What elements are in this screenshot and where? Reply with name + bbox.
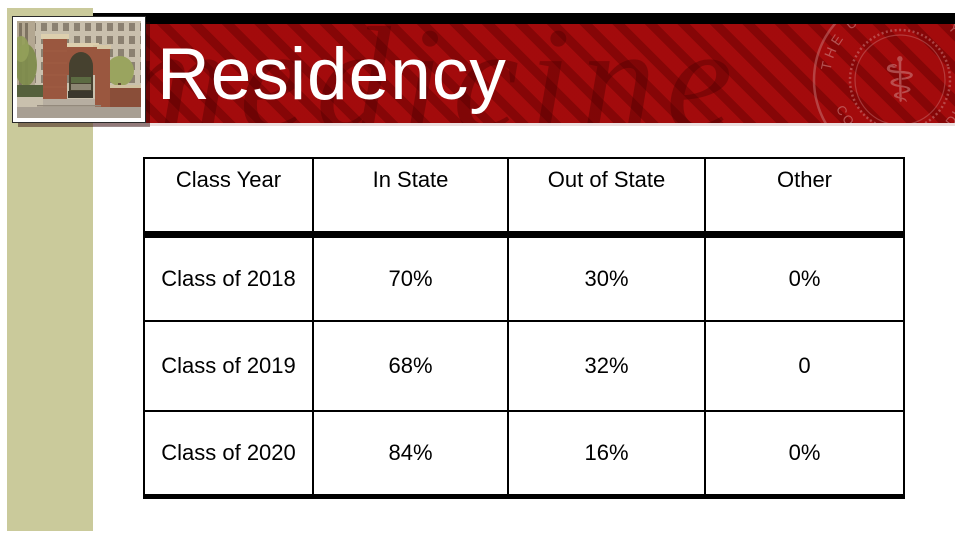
seal-outer-ring bbox=[812, 24, 955, 123]
table-cell: 16% bbox=[507, 410, 706, 499]
table-row: Class of 2019 68% 32% 0 bbox=[143, 320, 905, 412]
table-cell: 30% bbox=[507, 233, 706, 322]
table-row: Class of 2018 70% 30% 0% bbox=[143, 233, 905, 322]
caduceus-icon: ⚕ bbox=[883, 43, 918, 117]
column-header-in-state: In State bbox=[312, 157, 509, 238]
campus-archway-photo bbox=[12, 16, 146, 123]
svg-text:THE UNIVERSITY: THE UNIVERSITY bbox=[805, 24, 955, 75]
banner-red-body: medicine THE UNIVERSITY COLLEGE OF MEDIC… bbox=[93, 24, 955, 123]
table-cell: 0% bbox=[704, 233, 905, 322]
table-header-row: Class Year In State Out of State Other bbox=[143, 157, 905, 238]
table-cell: 68% bbox=[312, 320, 509, 412]
column-header-other: Other bbox=[704, 157, 905, 238]
table-cell: 84% bbox=[312, 410, 509, 499]
table-cell: 0% bbox=[704, 410, 905, 499]
banner-top-stripe bbox=[93, 13, 955, 24]
slide-title: Residency bbox=[157, 34, 507, 115]
table-cell: Class of 2018 bbox=[143, 233, 314, 322]
column-header-out-of-state: Out of State bbox=[507, 157, 706, 238]
seal-top-text: THE UNIVERSITY bbox=[805, 24, 955, 75]
table-cell: 70% bbox=[312, 233, 509, 322]
table-cell: Class of 2019 bbox=[143, 320, 314, 412]
table-cell: 0 bbox=[704, 320, 905, 412]
seal-inner-ring bbox=[854, 34, 946, 123]
title-banner: medicine THE UNIVERSITY COLLEGE OF MEDIC… bbox=[93, 13, 955, 123]
watermark-script-text: medicine bbox=[121, 24, 743, 123]
campus-archway-illustration bbox=[17, 21, 141, 118]
table-cell: Class of 2020 bbox=[143, 410, 314, 499]
college-seal: THE UNIVERSITY COLLEGE OF MEDICINE ⚕ bbox=[805, 24, 955, 123]
residency-table: Class Year In State Out of State Other C… bbox=[143, 157, 905, 499]
table-row: Class of 2020 84% 16% 0% bbox=[143, 410, 905, 499]
table-cell: 32% bbox=[507, 320, 706, 412]
column-header-class-year: Class Year bbox=[143, 157, 314, 238]
